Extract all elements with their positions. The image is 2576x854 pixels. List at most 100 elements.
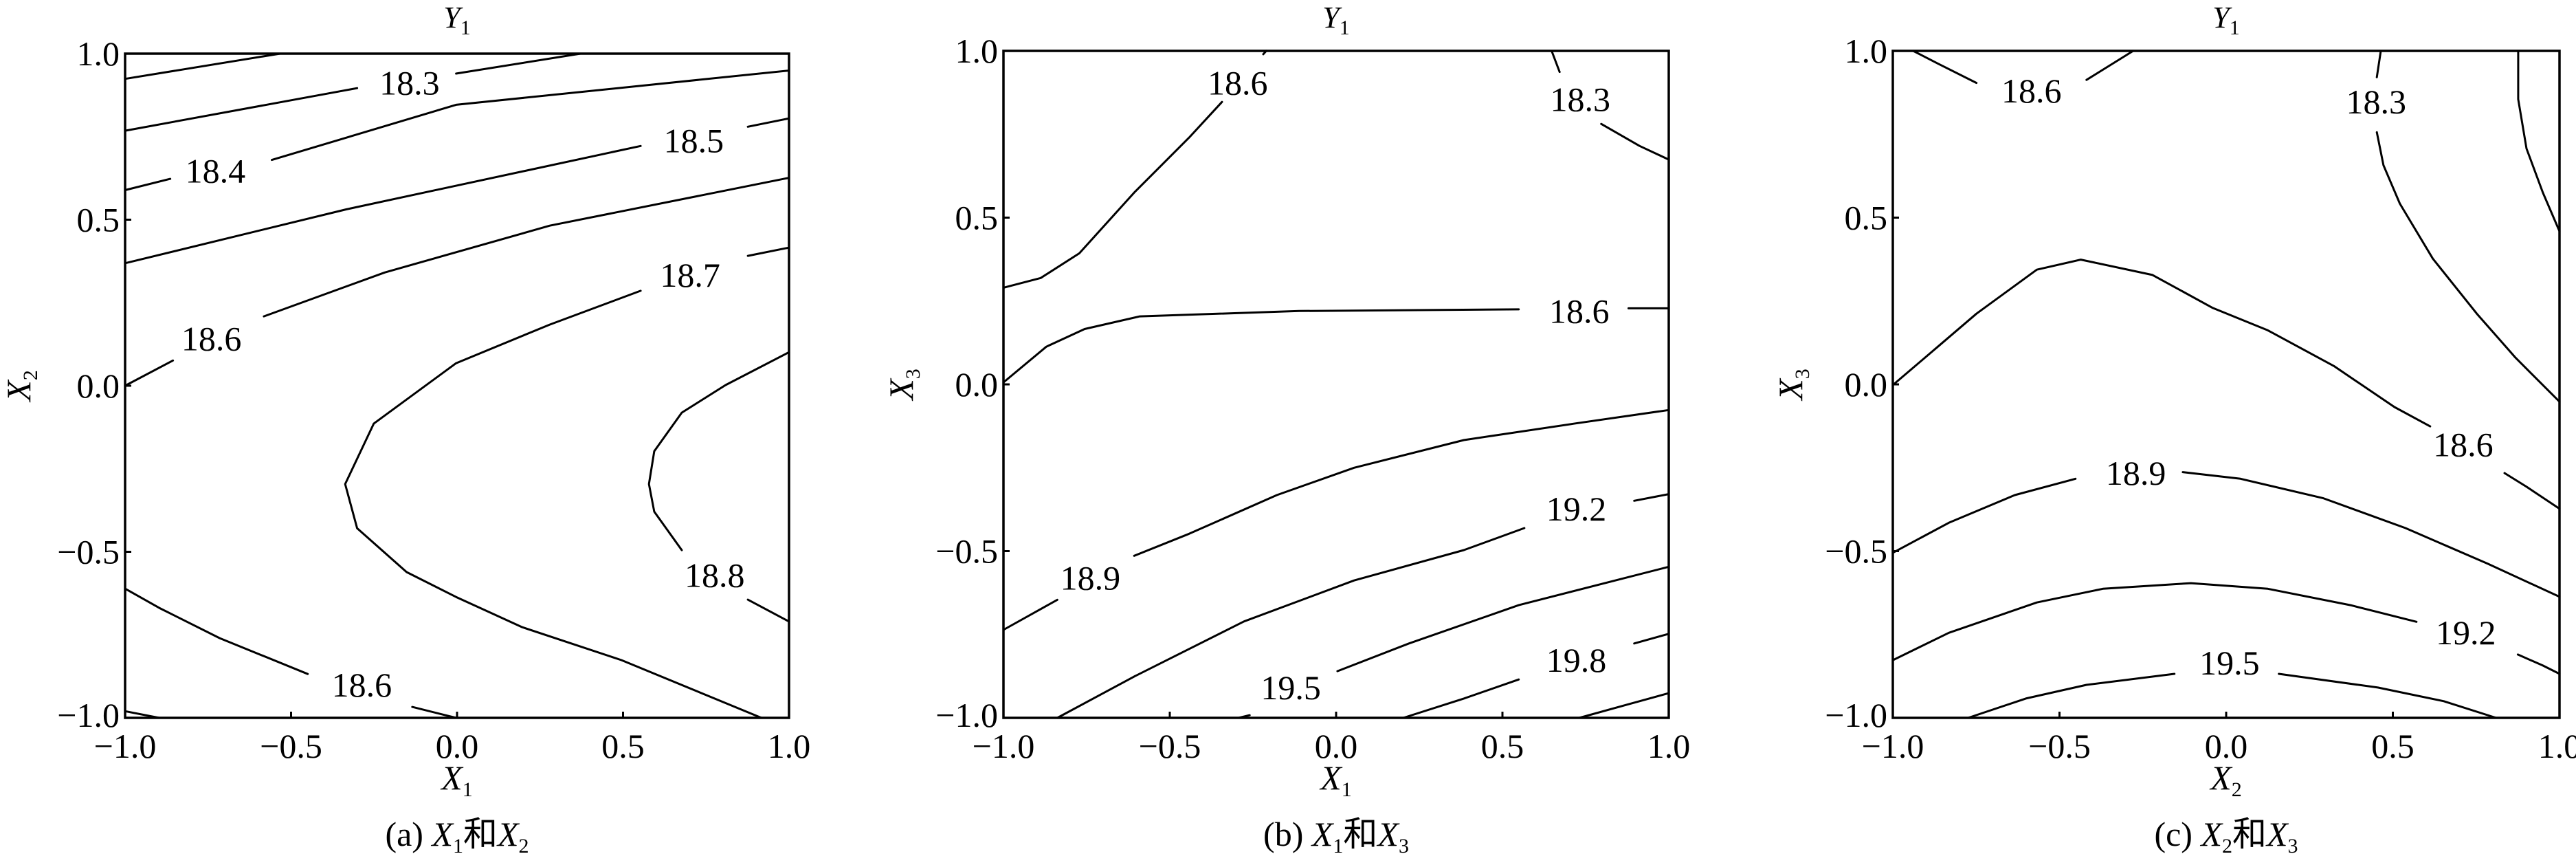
caption-join: 和 xyxy=(463,815,498,853)
contour-line-18-9 xyxy=(2181,471,2561,598)
contour-label: 19.5 xyxy=(2199,644,2260,682)
panel-caption: (a) X1和X2 xyxy=(385,815,529,854)
y-axis-label-subscript: 3 xyxy=(1791,369,1814,379)
contour-line-18-3 xyxy=(455,52,582,75)
x-tick-label: 0.0 xyxy=(2205,727,2248,765)
contour-label: 18.6 xyxy=(2001,72,2062,110)
x-axis-label-symbol: X xyxy=(2209,758,2233,797)
x-tick-label: 0.0 xyxy=(436,727,479,765)
y-axis-label: X3 xyxy=(1771,369,1814,402)
y-tick-label: 0.0 xyxy=(77,366,120,405)
contour-label: 18.6 xyxy=(1208,64,1268,102)
contour-label: 18.6 xyxy=(1549,292,1610,330)
caption-prefix: (c) xyxy=(2154,815,2201,853)
y-tick-label: 0.5 xyxy=(955,199,999,237)
contour-label: 19.2 xyxy=(2436,613,2496,652)
title-symbol: Y xyxy=(2212,1,2232,34)
x-tick-label: 0.0 xyxy=(1315,727,1358,765)
contour-line-19-2 xyxy=(1633,493,1670,502)
contour-label: 18.4 xyxy=(186,151,246,190)
x-axis-label-subscript: 2 xyxy=(2232,778,2242,801)
x-tick-label: −0.5 xyxy=(1139,727,1201,765)
contour-line-18-5 xyxy=(746,117,790,128)
contour-line xyxy=(1578,692,1670,719)
y-axis-label: X3 xyxy=(882,369,924,402)
caption-var1: X xyxy=(1311,815,1335,853)
contour-line-19-5 xyxy=(2278,672,2498,719)
caption-sub1: 2 xyxy=(2222,835,2232,854)
x-axis-label-subscript: 1 xyxy=(463,778,473,801)
title-subscript: 1 xyxy=(2230,17,2240,39)
contour-line-19-5 xyxy=(1336,565,1670,672)
x-tick-label: −0.5 xyxy=(260,727,322,765)
y-axis-label-symbol: X xyxy=(882,377,920,402)
contour-line-18-6 xyxy=(124,587,309,675)
contour-line-18-6 xyxy=(1002,100,1223,289)
contour-line-19-5 xyxy=(1967,672,2176,719)
x-tick-label: −0.5 xyxy=(2028,727,2091,765)
contour-label: 18.3 xyxy=(2346,83,2407,121)
contour-line-19-8 xyxy=(1402,678,1520,719)
panel-c: 18.6 18.3 18.6 18.9 19.2 19.5 −1.0−1.0 −0.5 −0.5… xyxy=(1771,1,2576,854)
contour-line-19-8 xyxy=(1633,633,1670,645)
contour-label: 18.6 xyxy=(181,319,242,358)
contour-line-18-9 xyxy=(1133,408,1670,557)
panel-caption: (c) X2和X3 xyxy=(2154,815,2298,854)
y-tick-label: −1.0 xyxy=(1825,696,1887,734)
contour-line-18-6 xyxy=(263,177,790,318)
contour-label: 18.6 xyxy=(2433,425,2494,463)
contour-line-19-2 xyxy=(1056,527,1526,719)
caption-sub1: 1 xyxy=(453,835,463,854)
title-symbol: Y xyxy=(1322,1,1342,34)
contour-label: 18.3 xyxy=(1551,80,1611,118)
caption-var2: X xyxy=(2265,815,2289,853)
contour-label: 19.2 xyxy=(1546,490,1607,528)
contour-line-18-3 xyxy=(2375,131,2561,403)
y-axis-label-subscript: 3 xyxy=(902,369,924,379)
x-tick-label: 1.0 xyxy=(768,727,811,765)
contour-line-18-6 xyxy=(1891,259,2432,428)
title-symbol: Y xyxy=(443,1,463,34)
caption-sub2: 3 xyxy=(2288,835,2298,854)
contour-line-18-8 xyxy=(647,351,790,551)
contour-line-19-2 xyxy=(2516,653,2561,675)
x-tick-label: −1.0 xyxy=(1862,727,1924,765)
x-tick-label: −1.0 xyxy=(973,727,1035,765)
x-tick-label: 1.0 xyxy=(2538,727,2576,765)
contour-line-18-5 xyxy=(124,144,642,265)
x-tick-label: 0.5 xyxy=(2371,727,2414,765)
y-tick-label: 1.0 xyxy=(1845,32,1888,70)
contour-label: 19.5 xyxy=(1261,668,1321,707)
y-axis-label-subscript: 2 xyxy=(19,370,42,380)
contour-line-18-6 xyxy=(411,705,458,719)
caption-var1: X xyxy=(2199,815,2223,853)
contour-label: 18.7 xyxy=(660,256,720,294)
x-axis-label-symbol: X xyxy=(1319,758,1343,797)
caption-prefix: (b) xyxy=(1263,815,1312,853)
contour-line-18-6 xyxy=(2085,50,2135,81)
contour-label: 18.9 xyxy=(1061,558,1121,597)
y-tick-label: 0.5 xyxy=(1845,199,1888,237)
x-axis-label: X1 xyxy=(1319,758,1352,801)
panel-a: 18.3 18.4 18.5 18.6 18.7 18.8 18.6 −1.0−1.0 −0.5… xyxy=(0,1,810,854)
panel-caption: (b) X1和X3 xyxy=(1263,815,1409,854)
x-tick-label: 0.5 xyxy=(601,727,645,765)
contour-line-18-9 xyxy=(1002,598,1058,631)
y-tick-label: 0.5 xyxy=(77,201,120,239)
y-tick-label: −0.5 xyxy=(57,533,120,571)
x-axis-label-subscript: 1 xyxy=(1342,778,1352,801)
y-tick-label: −1.0 xyxy=(935,696,998,734)
y-tick-label: 1.0 xyxy=(77,34,120,73)
chart-title: Y1 xyxy=(2212,1,2239,39)
contour-line-18-6 xyxy=(2503,472,2561,510)
contour-line-18-7 xyxy=(344,289,763,719)
contour-line-18-3 xyxy=(1551,50,1561,74)
contour-line-18-7 xyxy=(746,246,790,257)
contour-line-18-9 xyxy=(1891,477,2077,554)
x-axis-label-symbol: X xyxy=(440,758,464,797)
contour-label: 19.8 xyxy=(1546,641,1607,679)
x-tick-label: 0.5 xyxy=(1481,727,1524,765)
chart-title: Y1 xyxy=(443,1,470,39)
panel-b: 18.6 18.3 18.6 18.9 19.2 19.5 19.8 −1.0−1.0 −0.5… xyxy=(882,1,1690,854)
